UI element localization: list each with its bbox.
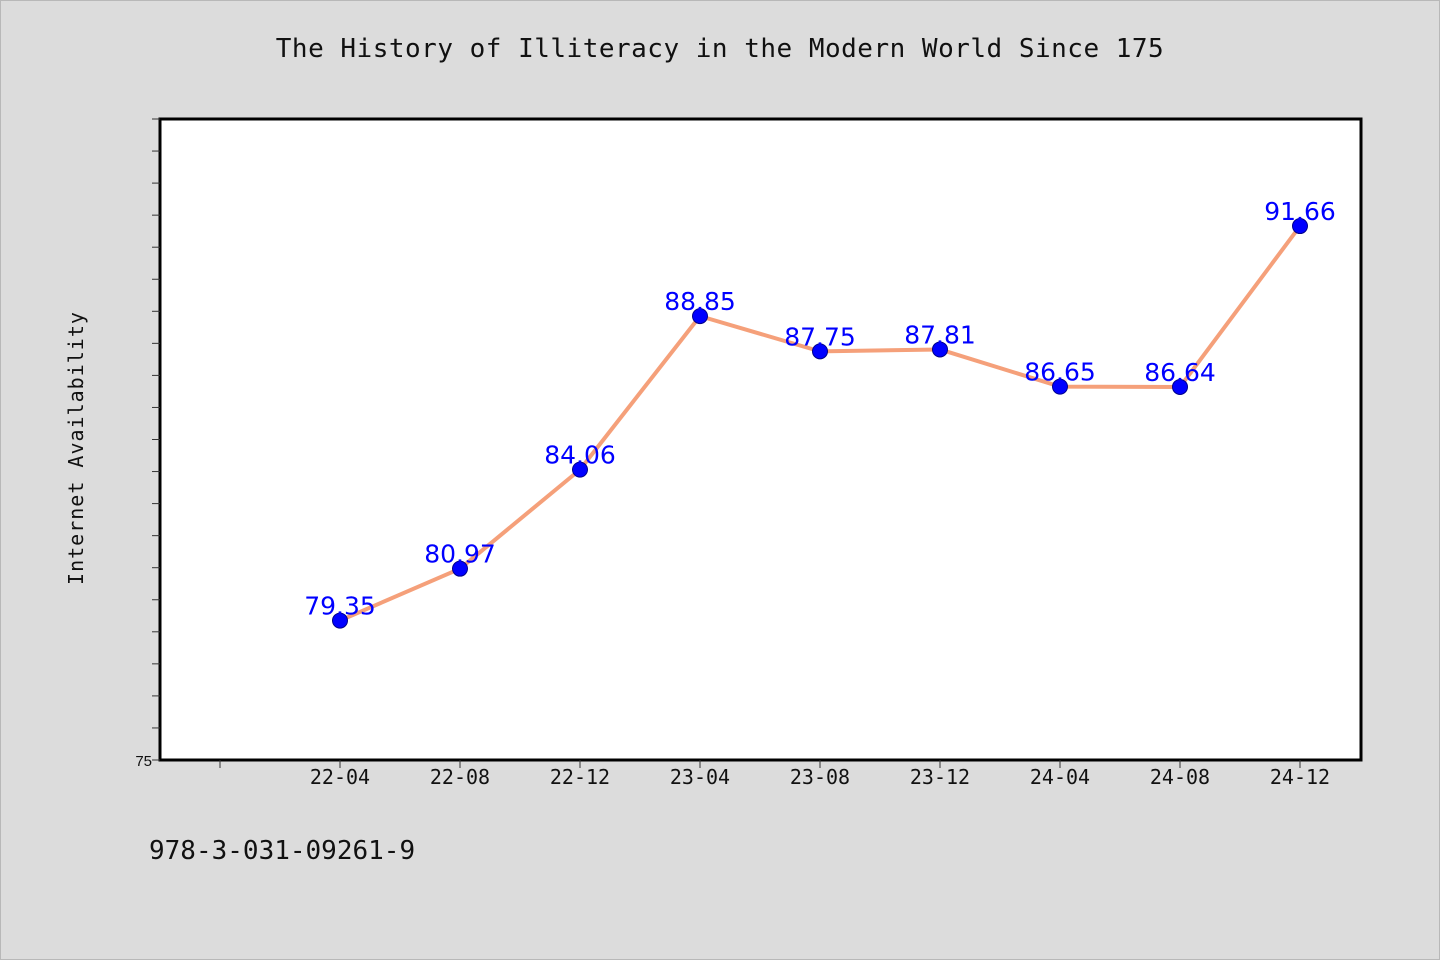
- data-label: 86.65: [1024, 358, 1096, 387]
- data-label: 87.75: [784, 322, 856, 351]
- x-tick-label: 24-08: [1150, 765, 1210, 789]
- isbn-footer: 978-3-031-09261-9: [149, 836, 416, 866]
- x-tick-label: 23-12: [910, 765, 970, 789]
- data-point: [1292, 218, 1308, 235]
- data-point: [1172, 378, 1188, 395]
- data-label: 84.06: [544, 441, 616, 470]
- x-tick-label: 24-12: [1270, 765, 1330, 789]
- data-label: 86.64: [1144, 358, 1216, 387]
- data-point: [332, 612, 348, 629]
- data-point: [572, 461, 588, 478]
- data-point: [692, 308, 708, 325]
- x-ticks: 22-04 22-08 22-12 23-04 23-08 23-12 24-04 24-08…: [219, 760, 1330, 789]
- data-label: 88.85: [664, 287, 736, 316]
- y-ticks: [152, 118, 160, 761]
- data-label: 87.81: [904, 320, 976, 349]
- series-layer: 79.35 80.97 84.06 88.85 87.75 87.81 86.65 86.64…: [304, 197, 1336, 629]
- x-tick-label: 22-04: [310, 765, 370, 789]
- y-tick-label-min: 75: [135, 753, 152, 770]
- plot-area: [158, 117, 1363, 762]
- data-label: 79.35: [304, 592, 376, 621]
- data-point: [812, 343, 828, 360]
- x-tick-label: 23-08: [790, 765, 850, 789]
- x-tick-label: 22-08: [430, 765, 490, 789]
- x-tick-label: 23-04: [670, 765, 730, 789]
- x-tick-label: 22-12: [550, 765, 610, 789]
- data-label: 80.97: [424, 540, 496, 569]
- x-tick-label: 24-04: [1030, 765, 1090, 789]
- data-label: 91.66: [1264, 197, 1336, 226]
- data-point: [452, 560, 468, 577]
- data-point: [932, 341, 948, 358]
- data-point: [1052, 378, 1068, 395]
- chart-title: The History of Illiteracy in the Modern …: [275, 34, 1165, 64]
